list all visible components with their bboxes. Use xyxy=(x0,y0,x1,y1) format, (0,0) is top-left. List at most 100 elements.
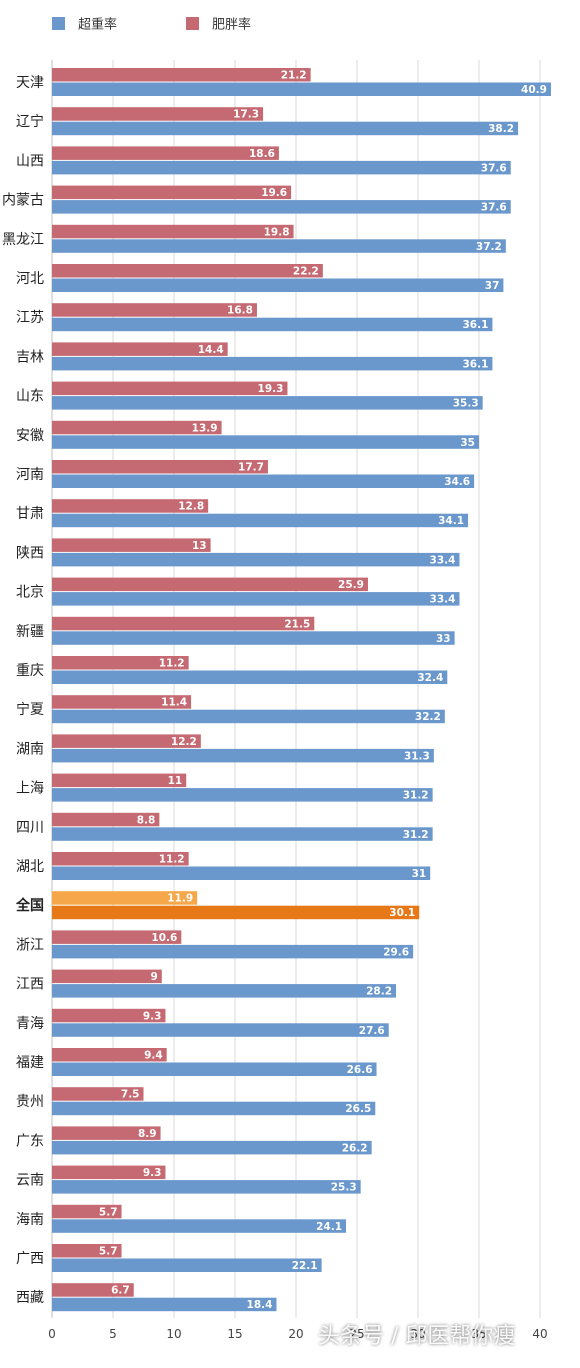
overweight-value-label: 37.6 xyxy=(481,202,507,214)
obese-bar xyxy=(52,264,323,278)
obese-bar xyxy=(52,969,162,984)
obese-bar xyxy=(52,773,187,788)
obese-value-label: 9 xyxy=(150,971,157,983)
overweight-value-label: 33.4 xyxy=(430,554,456,566)
overweight-value-label: 36.1 xyxy=(462,358,488,370)
obese-bar xyxy=(52,852,189,866)
overweight-bar xyxy=(52,788,433,802)
category-label: 甘肃 xyxy=(16,506,44,522)
overweight-value-label: 24.1 xyxy=(316,1221,342,1233)
obese-value-label: 9.4 xyxy=(144,1050,163,1062)
x-tick-label: 35 xyxy=(471,1327,486,1341)
overweight-value-label: 27.6 xyxy=(359,1025,385,1037)
obese-bar xyxy=(52,460,268,474)
obese-value-label: 19.6 xyxy=(261,187,287,199)
overweight-value-label: 33 xyxy=(436,633,451,645)
overweight-bar xyxy=(52,866,431,880)
overweight-value-label: 31.2 xyxy=(403,790,429,802)
overweight-bar xyxy=(52,631,455,645)
obese-bar xyxy=(52,1283,134,1297)
obese-bar xyxy=(52,812,160,827)
obese-value-label: 17.7 xyxy=(238,462,264,474)
overweight-value-label: 18.4 xyxy=(247,1299,273,1311)
x-tick-label: 40 xyxy=(532,1327,547,1341)
x-tick-label: 25 xyxy=(349,1327,364,1341)
obese-value-label: 13 xyxy=(192,540,207,552)
legend-swatch xyxy=(52,17,65,30)
category-label: 湖南 xyxy=(16,741,44,757)
obese-value-label: 14.4 xyxy=(198,344,224,356)
category-label: 安徽 xyxy=(16,428,44,444)
overweight-value-label: 29.6 xyxy=(383,946,409,958)
overweight-bar xyxy=(52,200,511,214)
obese-bar xyxy=(52,695,192,709)
obese-bar xyxy=(52,538,211,552)
overweight-bar xyxy=(52,82,551,96)
category-label: 西藏 xyxy=(16,1290,44,1306)
overweight-bar xyxy=(52,709,445,724)
category-label: 广西 xyxy=(16,1251,44,1267)
obese-bar xyxy=(52,224,294,239)
obese-bar xyxy=(52,734,201,748)
obese-value-label: 19.8 xyxy=(264,226,290,238)
obese-value-label: 11.2 xyxy=(159,658,185,670)
overweight-bar xyxy=(52,160,511,175)
obese-value-label: 9.3 xyxy=(143,1167,162,1179)
obese-bar xyxy=(52,107,264,121)
obese-bar xyxy=(52,381,288,396)
overweight-value-label: 38.2 xyxy=(488,123,514,135)
watermark-text: 头条号 / 邱医帮你瘦 xyxy=(318,1324,516,1349)
overweight-bar xyxy=(52,1297,277,1312)
obese-value-label: 13.9 xyxy=(192,422,218,434)
overweight-bar xyxy=(52,1023,389,1037)
legend-swatch xyxy=(186,17,199,30)
category-label: 新疆 xyxy=(16,624,44,640)
category-label: 福建 xyxy=(16,1055,44,1071)
obese-value-label: 11.9 xyxy=(167,893,193,905)
obese-value-label: 12.8 xyxy=(178,501,204,513)
obese-value-label: 22.2 xyxy=(293,266,319,278)
obese-bar xyxy=(52,499,209,513)
overweight-bar xyxy=(52,944,414,959)
watermark: 头条号 / 邱医帮你瘦 xyxy=(318,1318,515,1350)
x-tick-label: 30 xyxy=(410,1327,425,1341)
overweight-value-label: 33.4 xyxy=(430,594,456,606)
overweight-value-label: 37 xyxy=(485,280,500,292)
overweight-bar xyxy=(52,592,460,606)
obese-bar xyxy=(52,185,292,200)
overweight-bar xyxy=(52,278,504,292)
overweight-bar xyxy=(52,474,475,488)
x-tick-label: 20 xyxy=(288,1327,303,1341)
overweight-value-label: 37.6 xyxy=(481,162,507,174)
category-label: 辽宁 xyxy=(16,113,44,130)
obese-value-label: 12.2 xyxy=(171,736,197,748)
category-label: 北京 xyxy=(16,585,44,601)
obese-value-label: 8.9 xyxy=(138,1128,157,1140)
overweight-bar xyxy=(52,1101,376,1116)
category-label: 青海 xyxy=(16,1016,44,1032)
category-label: 内蒙古 xyxy=(2,193,44,209)
category-label: 河北 xyxy=(16,271,44,287)
category-label: 陕西 xyxy=(16,545,44,561)
obese-bar xyxy=(52,303,257,317)
overweight-bar xyxy=(52,121,519,136)
overweight-bar xyxy=(52,984,397,998)
overweight-bar xyxy=(52,670,448,684)
overweight-value-label: 31 xyxy=(412,868,427,880)
overweight-value-label: 35.3 xyxy=(453,398,479,410)
obese-bar xyxy=(52,930,182,944)
category-label: 广东 xyxy=(16,1133,44,1149)
obese-value-label: 11.4 xyxy=(161,697,187,709)
obese-bar xyxy=(52,68,311,82)
category-label: 四川 xyxy=(16,820,44,836)
obese-value-label: 8.8 xyxy=(137,814,156,826)
obese-bar xyxy=(52,656,189,670)
obese-bar xyxy=(52,616,315,631)
category-label: 黑龙江 xyxy=(2,232,44,248)
category-label: 吉林 xyxy=(16,349,44,365)
obese-bar xyxy=(52,342,228,356)
obese-bar xyxy=(52,1048,167,1062)
overweight-bar xyxy=(52,1140,372,1155)
